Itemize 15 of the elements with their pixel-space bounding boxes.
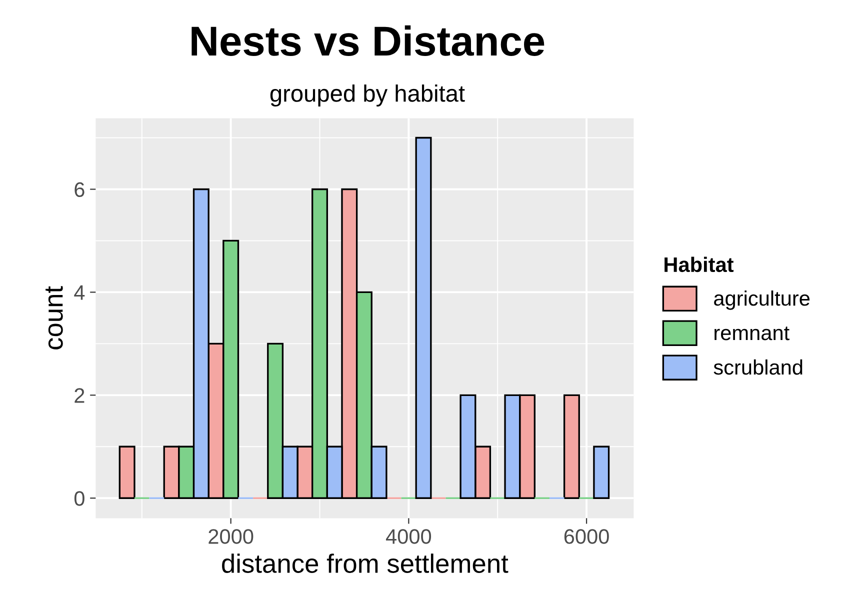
legend-label: remnant	[714, 326, 790, 340]
x-tick-label: 4000	[386, 529, 432, 544]
legend-title: Habitat	[664, 256, 734, 272]
x-tick-label: 6000	[564, 529, 609, 544]
y-tick-label: 2	[74, 388, 84, 403]
chart-subtitle: grouped by habitat	[270, 84, 465, 107]
y-axis-title: count	[46, 286, 63, 350]
chart-title: Nests vs Distance	[192, 25, 544, 56]
x-axis-title: distance from settlement	[222, 554, 508, 573]
y-tick-label: 4	[74, 285, 85, 300]
legend-label: scrubland	[714, 359, 802, 375]
legend-label: agriculture	[714, 290, 810, 310]
x-tick-label: 2000	[208, 529, 254, 544]
y-tick-label: 6	[74, 182, 84, 197]
y-tick-label: 0	[74, 491, 84, 506]
